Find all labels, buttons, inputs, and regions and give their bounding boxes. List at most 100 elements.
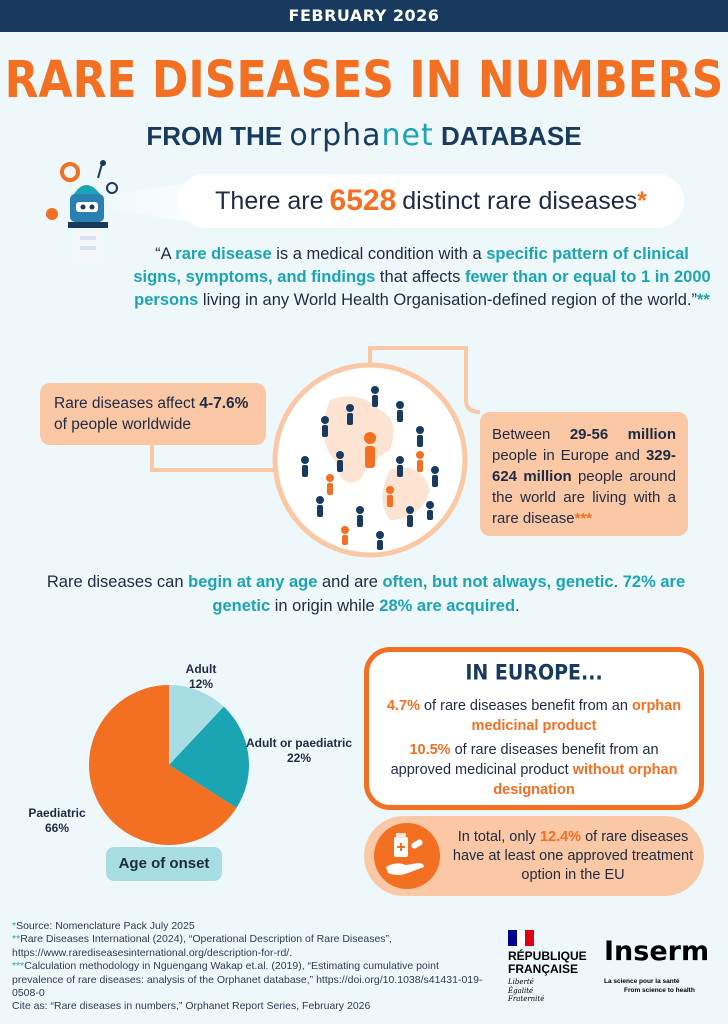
orphanet-wordmark-a: orpha (289, 118, 382, 153)
europe-orphan-stat: 4.7% of rare diseases benefit from an or… (379, 696, 689, 736)
pie-label-paediatric: Paediatric 66% (22, 806, 92, 836)
worldwide-text: Rare diseases affect (54, 395, 200, 412)
reference-2: **Rare Diseases International (2024), “O… (12, 933, 492, 960)
population-world-value: 329-624 million (492, 447, 676, 485)
distinct-diseases-count: 6528 (329, 184, 397, 217)
reference-1: *Source: Nomenclature Pack July 2025 (12, 920, 492, 933)
orphanet-wordmark: orphanet (289, 118, 433, 153)
population-text: Between (492, 426, 570, 443)
europe-approved-stat: 10.5% of rare diseases benefit from an a… (379, 740, 689, 800)
pie-label-paediatric-name: Paediatric (28, 806, 86, 820)
pie-label-adult-name: Adult (185, 662, 217, 676)
age-text: in origin while (270, 597, 380, 615)
subtitle-suffix: DATABASE (441, 121, 582, 151)
pie-label-adult-or-paediatric: Adult or paediatric 22% (244, 736, 354, 766)
age-highlight: begin at any age (188, 573, 318, 591)
pie-label-adult-value: 12% (188, 677, 214, 691)
age-highlight: often, but not always, genetic (382, 573, 614, 591)
ref-text: Calculation methodology in Nguengang Wak… (12, 960, 483, 1000)
pie-slice-paediatric (88, 685, 237, 845)
globe-people-icon (272, 362, 468, 558)
definition-highlight: rare disease (175, 245, 272, 263)
motto-liberte: Liberté (508, 978, 534, 986)
republique-line-1: RÉPUBLIQUE (508, 949, 587, 963)
europe-panel: IN EUROPE... 4.7% of rare diseases benef… (364, 647, 704, 810)
banner-text-before: There are (215, 186, 324, 215)
distinct-diseases-banner: There are 6528 distinct rare diseases * (178, 174, 684, 228)
footnote-star: * (637, 186, 647, 215)
pie-slice-adult (169, 685, 224, 765)
pie-label-adult-or-paediatric-name: Adult or paediatric (245, 736, 352, 750)
citation: Cite as: “Rare diseases in numbers,” Orp… (12, 1000, 371, 1013)
motto-egalite: Égalité (508, 986, 534, 995)
europe-approved-value: 10.5% (409, 742, 451, 758)
population-box: Between 29-56 million people in Europe a… (480, 412, 688, 536)
age-text: and are (317, 573, 383, 591)
date-label: FEBRUARY 2026 (288, 6, 440, 25)
french-flag-icon (508, 930, 535, 946)
total-value: 12.4% (539, 829, 582, 845)
europe-approved-text: of rare diseases benefit from an approve… (390, 742, 659, 778)
worldwide-prevalence-box: Rare diseases affect 4-7.6% of people wo… (40, 383, 266, 445)
reference-3: ***Calculation methodology in Nguengang … (12, 960, 492, 1000)
population-text: people around the world are living with … (492, 468, 676, 527)
age-genetics-statement: Rare diseases can begin at any age and a… (24, 570, 708, 618)
pie-label-adult-or-paediatric-value: 22% (286, 751, 312, 765)
subtitle-prefix: FROM THE (146, 121, 283, 151)
republique-francaise-name: RÉPUBLIQUE FRANÇAISE (508, 950, 587, 976)
pie-label-adult: Adult 12% (176, 662, 226, 692)
pie-slice-adult-or-paediatric (169, 706, 250, 808)
ref-text: Source: Nomenclature Pack July 2025 (16, 920, 195, 932)
footnote-stars: *** (574, 510, 593, 527)
inserm-tagline-en: From science to health (624, 987, 695, 994)
references: *Source: Nomenclature Pack July 2025 **R… (12, 920, 492, 1014)
total-text: In total, only (457, 829, 540, 845)
inserm-tagline: La science pour la santé From science to … (604, 977, 714, 995)
europe-orphan-text: of rare diseases benefit from an (419, 698, 632, 714)
definition-highlight: specific pattern of clinical signs, symp… (133, 245, 689, 286)
ref-text: Rare Diseases International (2024), “Ope… (12, 933, 392, 959)
inserm-logo: Inserm La science pour la santé From scie… (604, 936, 714, 995)
population-europe-value: 29-56 million (569, 426, 676, 443)
age-text: Rare diseases can (46, 573, 189, 591)
orphanet-wordmark-b: net (381, 118, 434, 153)
medicine-hand-icon (374, 823, 440, 889)
rare-disease-definition: “A rare disease is a medical condition w… (132, 243, 712, 312)
definition-text: is a medical condition with a (271, 245, 487, 263)
europe-title: IN EUROPE... (465, 660, 603, 686)
worldwide-value: 4-7.6% (199, 395, 249, 412)
definition-highlight: fewer than or equal to 1 in 2000 persons (134, 268, 711, 309)
republique-motto: Liberté Égalité Fraternité (508, 978, 544, 1004)
republique-francaise-logo: RÉPUBLIQUE FRANÇAISE Liberté Égalité Frater… (508, 930, 598, 1010)
age-of-onset-label: Age of onset (106, 847, 222, 881)
total-text: of rare diseases have at least one appro… (452, 829, 694, 883)
banner-text-after: distinct rare diseases (402, 186, 638, 215)
europe-approved-highlight: without orphan designation (493, 762, 678, 798)
definition-text: living in any World Health Organisation-… (198, 291, 697, 309)
treatment-total-text: In total, only 12.4% of rare diseases ha… (446, 828, 700, 885)
worldwide-text: of people worldwide (54, 416, 192, 433)
pie-label-paediatric-value: 66% (44, 821, 70, 835)
age-highlight: 72% are genetic (212, 573, 686, 615)
footnote-stars: ** (696, 291, 710, 309)
republique-line-2: FRANÇAISE (508, 962, 579, 976)
page-subtitle: FROM THE orphanet DATABASE (0, 118, 728, 153)
age-highlight: 28% are acquired (379, 597, 516, 615)
population-text: people in Europe and (492, 447, 646, 464)
definition-text: “A (155, 245, 176, 263)
robot-illustration-icon (46, 160, 118, 264)
date-banner: FEBRUARY 2026 (0, 0, 728, 32)
europe-orphan-value: 4.7% (386, 698, 420, 714)
definition-text: that affects (375, 268, 465, 286)
ref-mark: *** (12, 960, 25, 973)
age-of-onset-pie-chart (88, 685, 250, 845)
ref-mark: * (12, 920, 17, 932)
page-title: RARE DISEASES IN NUMBERS (4, 51, 724, 110)
ref-mark: ** (12, 933, 21, 946)
motto-fraternite: Fraternité (508, 995, 545, 1003)
treatment-total-box: In total, only 12.4% of rare diseases ha… (364, 816, 704, 896)
europe-orphan-highlight: orphan medicinal product (471, 698, 682, 734)
inserm-tagline-fr: La science pour la santé (604, 978, 680, 985)
inserm-wordmark: Inserm (604, 936, 710, 967)
